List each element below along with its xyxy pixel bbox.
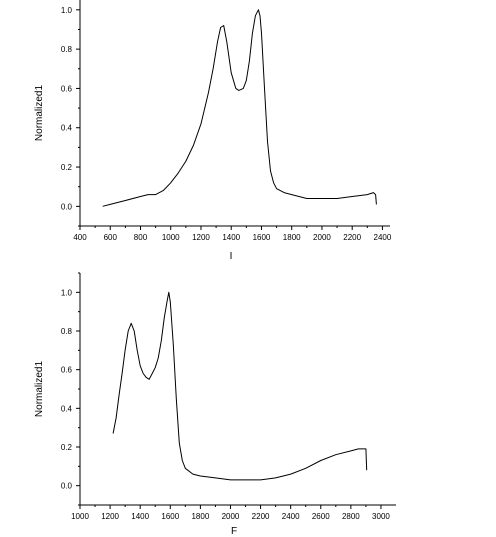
y-tick-label: 0.6 [61, 84, 73, 93]
x-axis-title: F [231, 526, 237, 537]
x-tick-label: 1800 [191, 512, 209, 521]
y-axis-title: Normalized1 [34, 360, 45, 417]
x-tick-label: 400 [73, 233, 87, 242]
x-tick-label: 2000 [222, 512, 240, 521]
y-tick-label: 0.8 [61, 327, 73, 336]
x-tick-label: 600 [104, 233, 118, 242]
x-tick-label: 2800 [342, 512, 360, 521]
x-axis-title: I [230, 251, 233, 262]
chart-top: 400 600 800 1000 1200 1400 1600 1800 2000 2200 240… [34, 0, 392, 262]
x-tick-label: 1600 [253, 233, 271, 242]
y-tick-label: 0.2 [61, 163, 73, 172]
x-tick-label: 2200 [252, 512, 270, 521]
y-axis-title: Normalized1 [34, 84, 45, 141]
x-tick-label: 2000 [313, 233, 331, 242]
y-tick-label: 0.2 [61, 443, 73, 452]
x-tick-label: 2400 [374, 233, 392, 242]
x-tick-label: 1600 [161, 512, 179, 521]
x-tick-label: 1000 [162, 233, 180, 242]
x-tick-label: 1400 [222, 233, 240, 242]
y-tick-label: 0.6 [61, 366, 73, 375]
x-tick-label: 1000 [71, 512, 89, 521]
x-tick-label: 1200 [192, 233, 210, 242]
series-line [112, 291, 368, 481]
y-tick-label: 0.0 [61, 482, 73, 491]
x-tick-label: 1800 [283, 233, 301, 242]
x-tick-label: 1200 [101, 512, 119, 521]
x-tick-label: 2600 [312, 512, 330, 521]
y-tick-label: 1.0 [61, 288, 73, 297]
y-tick-label: 0.0 [61, 202, 73, 211]
x-tick-label: 2200 [343, 233, 361, 242]
x-tick-label: 3000 [372, 512, 390, 521]
x-tick-label: 800 [134, 233, 148, 242]
y-tick-label: 0.8 [61, 45, 73, 54]
x-tick-label: 1400 [131, 512, 149, 521]
y-tick-label: 1.0 [61, 6, 73, 15]
series-line [102, 9, 377, 207]
y-tick-label: 0.4 [61, 124, 73, 133]
y-tick-label: 0.4 [61, 404, 73, 413]
chart-bottom: 1000 1200 1400 1600 1800 2000 2200 2400 2600 2800… [34, 272, 396, 537]
x-tick-label: 2400 [282, 512, 300, 521]
